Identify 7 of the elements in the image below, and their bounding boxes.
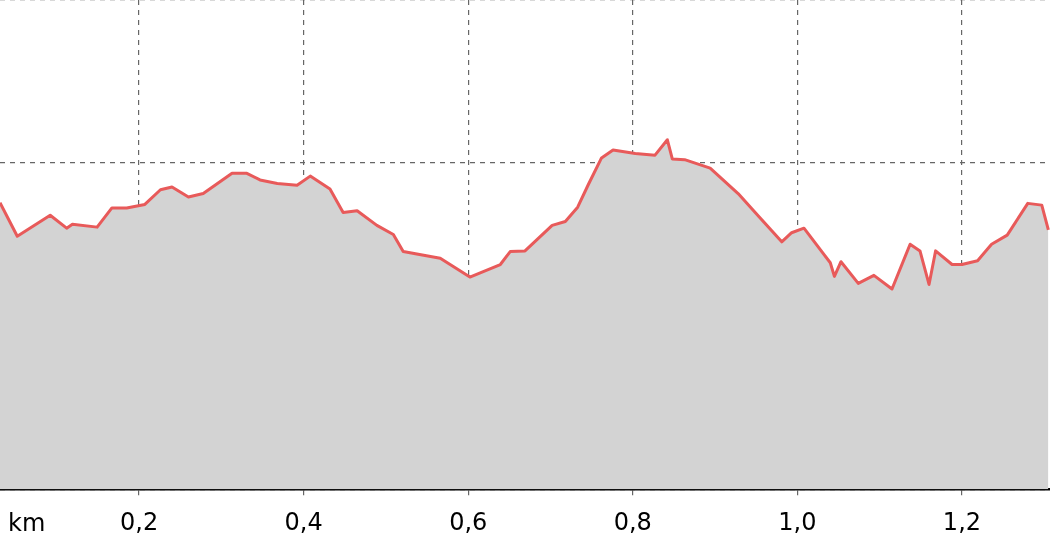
x-axis-title: km: [8, 508, 46, 537]
x-tick-label: 1,2: [942, 507, 982, 536]
x-tick-label: 0,2: [119, 507, 159, 536]
x-tick-label: 1,0: [778, 507, 817, 536]
x-tick-label: 0,8: [613, 507, 652, 536]
x-tick-label: 0,4: [284, 507, 323, 536]
x-tick-label: 0,6: [449, 507, 488, 536]
